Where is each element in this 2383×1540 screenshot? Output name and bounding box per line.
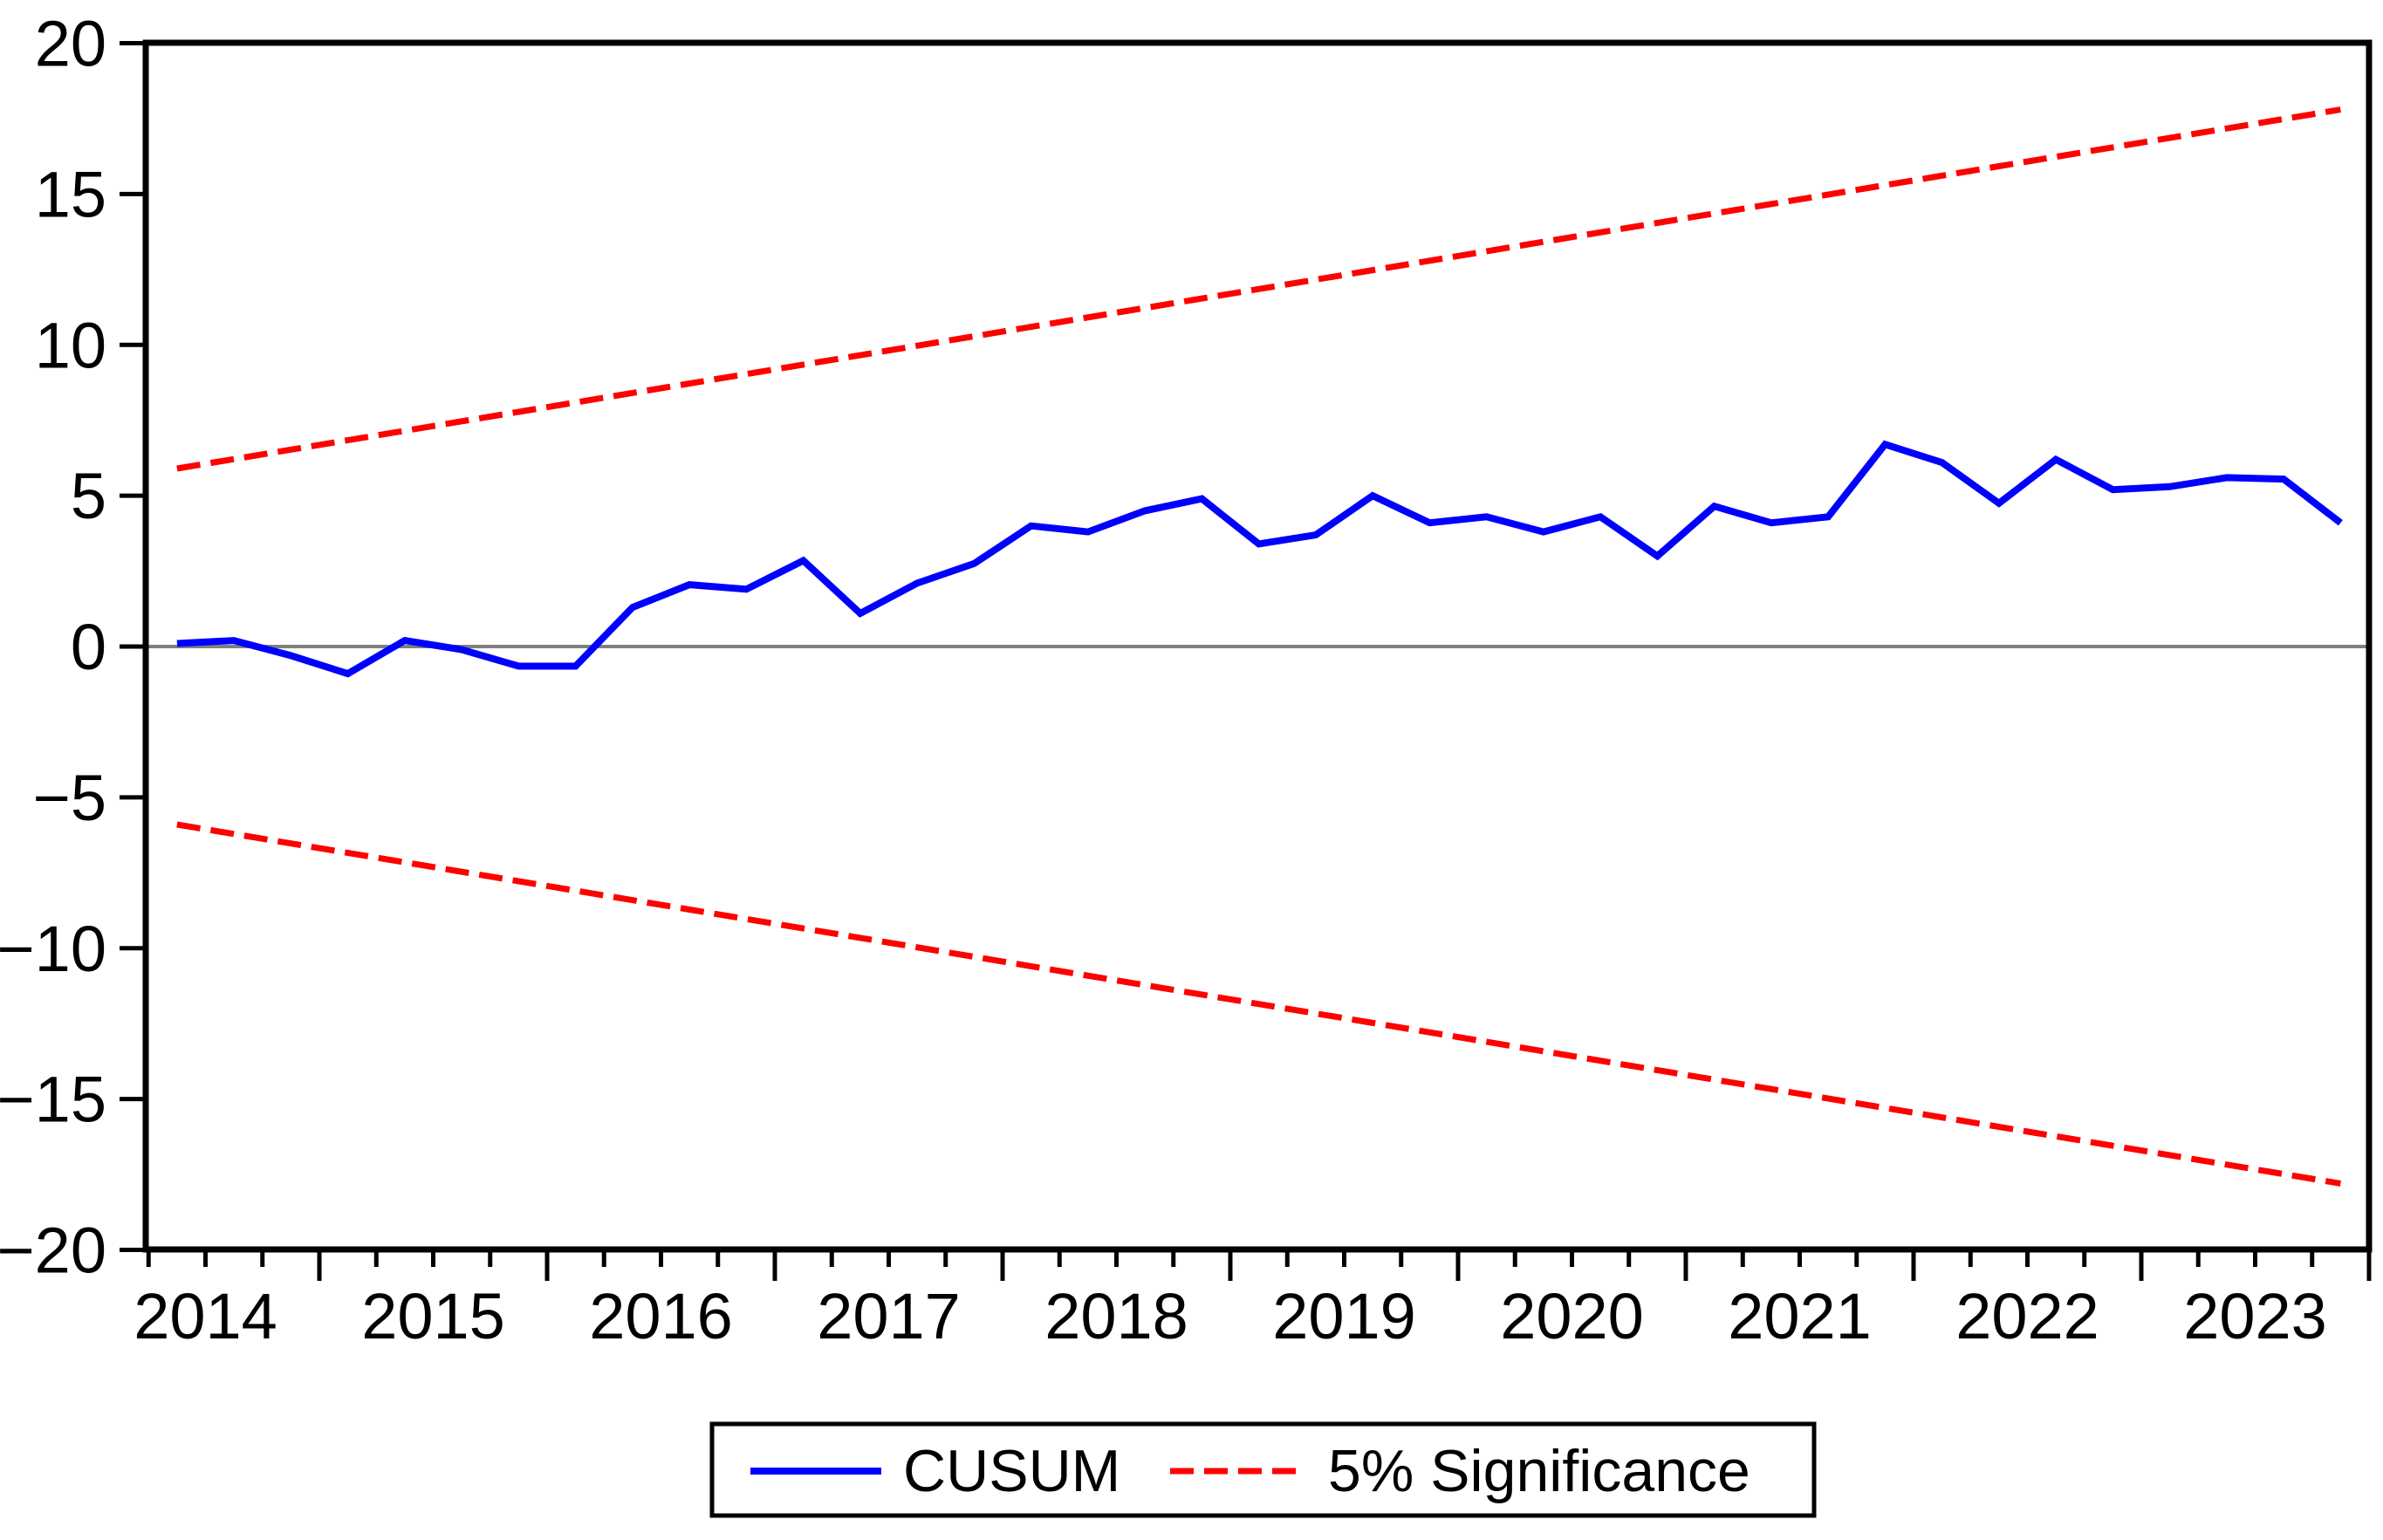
- x-tick-label: 2021: [1728, 1280, 1872, 1352]
- x-tick-label: 2019: [1272, 1280, 1416, 1352]
- legend: CUSUM 5% Significance: [709, 1421, 1817, 1518]
- y-tick-label: −20: [0, 1215, 106, 1287]
- axis-ticks-layer: [120, 41, 2372, 1281]
- legend-cusum-label: CUSUM: [903, 1438, 1120, 1504]
- legend-significance-label: 5% Significance: [1328, 1438, 1750, 1504]
- cusum-line: [176, 440, 2343, 678]
- y-tick-label: 20: [35, 8, 106, 80]
- significance-bounds-layer: [176, 106, 2341, 1187]
- x-tick-label: 2022: [1955, 1280, 2099, 1352]
- legend-box: [709, 1421, 1817, 1518]
- x-tick-label: 2017: [817, 1280, 961, 1352]
- y-tick-label: 10: [35, 309, 106, 381]
- cusum-line-layer: [176, 440, 2343, 678]
- x-tick-label: 2023: [2183, 1280, 2327, 1352]
- y-tick-label: 0: [71, 611, 106, 683]
- x-tick-label: 2014: [134, 1280, 277, 1352]
- y-tick-label: −5: [33, 762, 106, 834]
- significance-lower-line: [176, 821, 2341, 1187]
- x-tick-label: 2020: [1500, 1280, 1644, 1352]
- y-tick-label: 15: [35, 158, 106, 230]
- y-tick-label: −10: [0, 913, 106, 985]
- x-tick-label: 2018: [1044, 1280, 1188, 1352]
- y-tick-label: 5: [71, 460, 106, 532]
- y-tick-label: −15: [0, 1064, 106, 1136]
- x-tick-label: 2016: [589, 1280, 733, 1352]
- x-tick-label: 2015: [361, 1280, 505, 1352]
- significance-upper-line: [176, 106, 2341, 472]
